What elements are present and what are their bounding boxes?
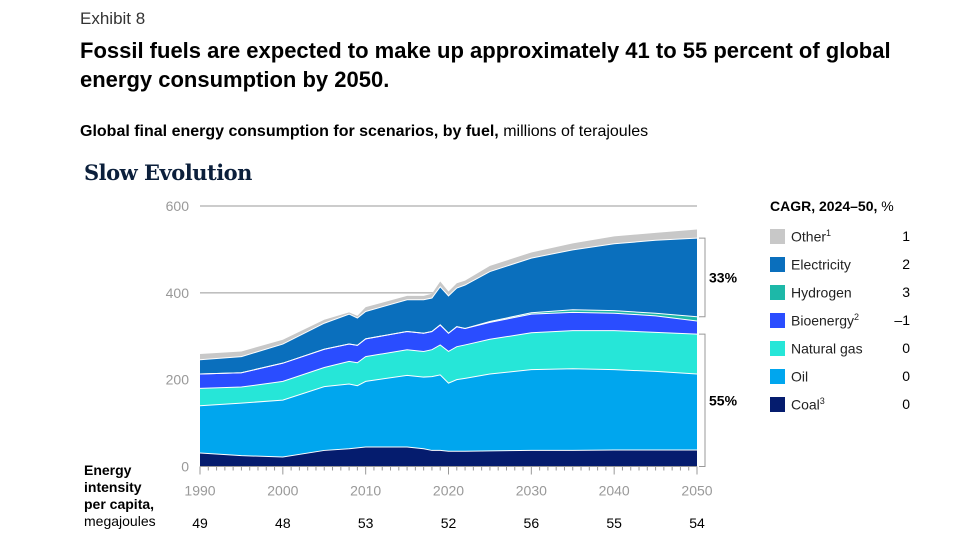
legend-swatch bbox=[770, 284, 785, 300]
intensity-value: 48 bbox=[275, 515, 291, 531]
intensity-label-line: per capita, bbox=[84, 496, 155, 512]
legend-label: Oil bbox=[791, 368, 809, 385]
legend-swatch bbox=[770, 312, 785, 328]
area-other bbox=[200, 229, 697, 360]
bracket bbox=[699, 237, 706, 318]
legend-item: Hydrogen 3 bbox=[770, 278, 910, 306]
legend-swatch bbox=[770, 256, 785, 272]
intensity-value: 49 bbox=[192, 515, 208, 531]
intensity-value: 56 bbox=[523, 515, 540, 531]
series-boundary bbox=[199, 368, 698, 407]
legend: CAGR, 2024–50, % Other1 1 Electricity 2 Hydr… bbox=[770, 198, 910, 418]
intensity-label: Energy intensity per capita, megajoules bbox=[84, 462, 156, 530]
intensity-value: 55 bbox=[606, 515, 622, 531]
legend-label: Other1 bbox=[791, 227, 832, 245]
area-bioenergy bbox=[200, 312, 697, 389]
exhibit-number: Exhibit 8 bbox=[80, 9, 146, 28]
area-electricity bbox=[200, 238, 697, 375]
bracket bbox=[699, 333, 706, 467]
exhibit-title: Fossil fuels are expected to make up app… bbox=[80, 38, 891, 92]
subtitle-unit: millions of terajoules bbox=[498, 123, 649, 140]
scenario-title: Slow Evolution bbox=[84, 160, 252, 185]
area-coal bbox=[200, 446, 697, 467]
legend-cagr: 3 bbox=[902, 284, 910, 300]
x-tick-label: 2020 bbox=[433, 483, 464, 499]
intensity-label-line: Energy bbox=[84, 462, 132, 478]
legend-title-bold: CAGR, 2024–50, bbox=[770, 198, 878, 214]
x-tick-label: 2010 bbox=[350, 483, 381, 499]
chart-subtitle: Global final energy consumption for scen… bbox=[80, 123, 648, 141]
legend-title: CAGR, 2024–50, % bbox=[770, 198, 910, 214]
bracket-label: 33% bbox=[709, 269, 738, 285]
series-boundary bbox=[199, 446, 697, 458]
legend-swatch bbox=[770, 368, 785, 384]
legend-item: Coal3 0 bbox=[770, 390, 910, 418]
legend-cagr: 0 bbox=[902, 368, 910, 384]
legend-title-unit: % bbox=[877, 198, 894, 214]
intensity-unit: megajoules bbox=[84, 513, 156, 529]
series-boundary bbox=[199, 237, 698, 361]
subtitle-bold: Global final energy consumption for scen… bbox=[80, 123, 499, 140]
legend-label: Coal3 bbox=[791, 395, 825, 413]
series-boundary bbox=[199, 309, 698, 375]
legend-item: Other1 1 bbox=[770, 222, 910, 250]
legend-cagr: 1 bbox=[902, 228, 910, 244]
bracket-label: 55% bbox=[709, 392, 738, 408]
legend-label: Natural gas bbox=[791, 340, 863, 357]
legend-label: Hydrogen bbox=[791, 284, 852, 301]
y-tick-label: 600 bbox=[166, 198, 190, 214]
y-tick-label: 400 bbox=[166, 285, 190, 301]
x-tick-label: 2050 bbox=[681, 483, 712, 499]
legend-swatch bbox=[770, 396, 785, 412]
intensity-value: 52 bbox=[440, 515, 457, 531]
intensity-value: 54 bbox=[689, 515, 705, 531]
area-oil bbox=[200, 368, 697, 457]
legend-cagr: –1 bbox=[894, 312, 910, 328]
legend-cagr: 2 bbox=[902, 256, 910, 272]
legend-item: Natural gas 0 bbox=[770, 334, 910, 362]
intensity-label-line: intensity bbox=[84, 479, 142, 495]
legend-swatch bbox=[770, 340, 785, 356]
legend-cagr: 0 bbox=[902, 340, 910, 356]
legend-item: Oil 0 bbox=[770, 362, 910, 390]
legend-cagr: 0 bbox=[902, 396, 910, 412]
legend-item: Bioenergy2 –1 bbox=[770, 306, 910, 334]
x-tick-label: 1990 bbox=[184, 483, 215, 499]
intensity-value: 53 bbox=[357, 515, 374, 531]
series-boundary bbox=[199, 330, 698, 389]
area-natural-gas bbox=[200, 330, 697, 406]
y-tick-label: 0 bbox=[181, 459, 189, 475]
x-tick-label: 2030 bbox=[516, 483, 547, 499]
legend-item: Electricity 2 bbox=[770, 250, 910, 278]
legend-label: Electricity bbox=[791, 256, 851, 273]
y-tick-label: 200 bbox=[166, 372, 190, 388]
x-tick-label: 2040 bbox=[599, 483, 630, 499]
x-tick-label: 2000 bbox=[267, 483, 298, 499]
legend-swatch bbox=[770, 228, 785, 244]
legend-label: Bioenergy2 bbox=[791, 311, 860, 329]
